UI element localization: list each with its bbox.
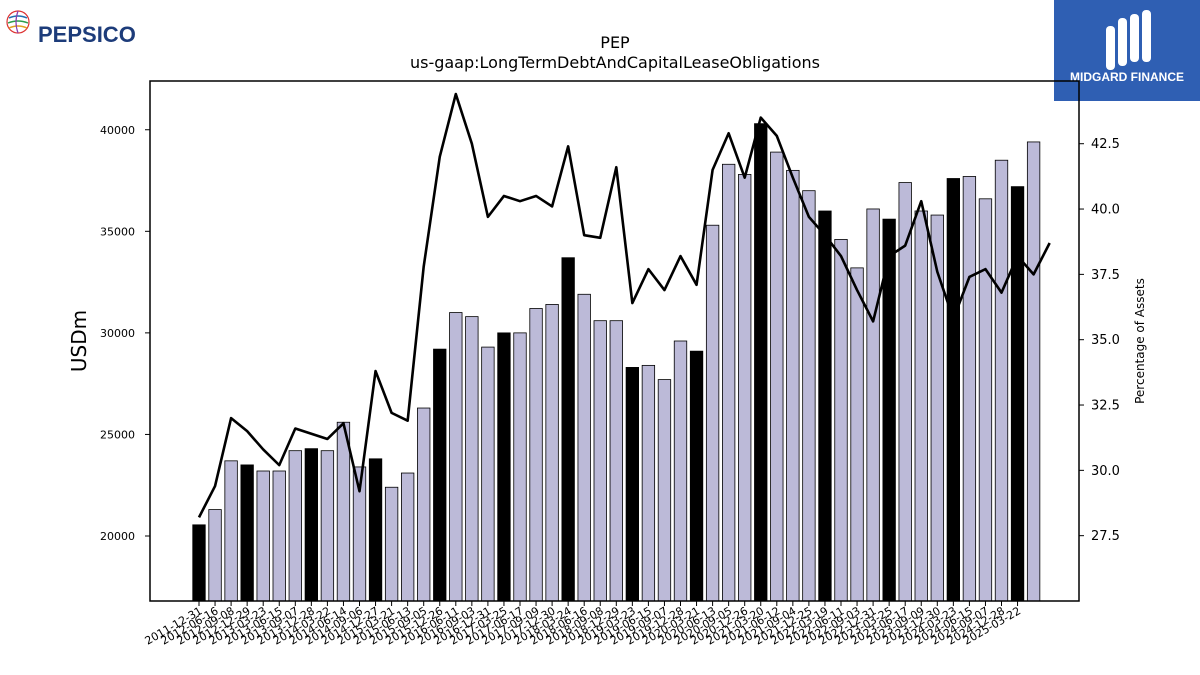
y2-tick-label: 40.0 [1091,203,1120,218]
bar [689,350,704,602]
bar [256,470,270,602]
bar [625,367,639,602]
x-axis: 2011-12-312012-06-162012-09-082012-12-29… [143,601,1023,648]
bar [433,348,447,602]
y-tick-label: 30000 [100,327,135,340]
bar [208,509,222,602]
bar [770,151,784,602]
bar [802,190,816,602]
bar [497,332,511,602]
y-tick-label: 20000 [100,530,135,543]
bar [577,293,591,602]
y2-tick-label: 35.0 [1091,333,1120,348]
pepsico-logo: PEPSICO [6,10,136,47]
bar [304,448,319,602]
chart-title: PEP [600,33,630,52]
bars-group [192,123,1041,602]
bar [368,458,383,602]
y2-tick-label: 27.5 [1091,529,1120,544]
y-tick-label: 25000 [100,428,135,441]
bar [705,224,720,602]
bar [417,407,431,602]
bar [946,178,960,602]
midgard-finance-wordmark: MIDGARD FINANCE [1070,70,1184,84]
y-axis-label: USDm [67,310,91,372]
y2-tick-label: 42.5 [1091,137,1120,152]
y-axis-right: 27.5 30.0 32.5 35.0 37.5 40.0 42.5 [1079,137,1120,544]
bar [336,421,351,602]
bar [1026,141,1041,602]
bar [818,210,832,602]
y-axis-left: 20000 25000 30000 35000 40000 [100,124,150,543]
bar [192,524,206,602]
asset-share-line [197,92,1051,518]
bar [754,123,768,602]
y2-tick-label: 32.5 [1091,399,1120,414]
bar [962,176,977,602]
midgard-m-icon [1106,10,1151,70]
bar [561,257,575,602]
bar [978,198,993,602]
bar [272,470,286,602]
bar [673,340,688,602]
y2-axis-label: Percentage of Assets [1133,278,1147,404]
y-tick-label: 40000 [100,124,135,137]
y2-tick-label: 37.5 [1091,268,1120,283]
bar [513,332,527,602]
bar [994,159,1009,602]
bar [834,239,848,602]
bar [400,472,415,602]
bar [657,379,672,602]
bar [481,346,495,602]
bar [914,210,928,602]
plot-frame [149,80,1080,602]
bar [465,316,479,602]
bar [641,364,656,602]
bar [288,450,302,602]
bar [529,308,543,602]
chart-subtitle: us-gaap:LongTermDebtAndCapitalLeaseOblig… [410,53,820,72]
bar [384,486,399,602]
bar [786,169,800,602]
bar [593,320,607,602]
y2-tick-label: 30.0 [1091,464,1120,479]
bar [240,464,254,602]
line-layer [197,92,1051,518]
bar [850,267,864,602]
globe-icon [6,10,30,34]
bar [738,174,752,602]
midgard-finance-logo: MIDGARD FINANCE [1054,0,1200,101]
bar [722,163,736,602]
bar [1010,186,1025,602]
pepsico-wordmark: PEPSICO [38,22,136,47]
bar [866,208,880,602]
bar [449,312,463,602]
y-tick-label: 35000 [100,225,135,238]
bar [224,460,238,602]
bar [609,320,623,602]
bar [320,450,335,602]
bar [545,304,559,602]
